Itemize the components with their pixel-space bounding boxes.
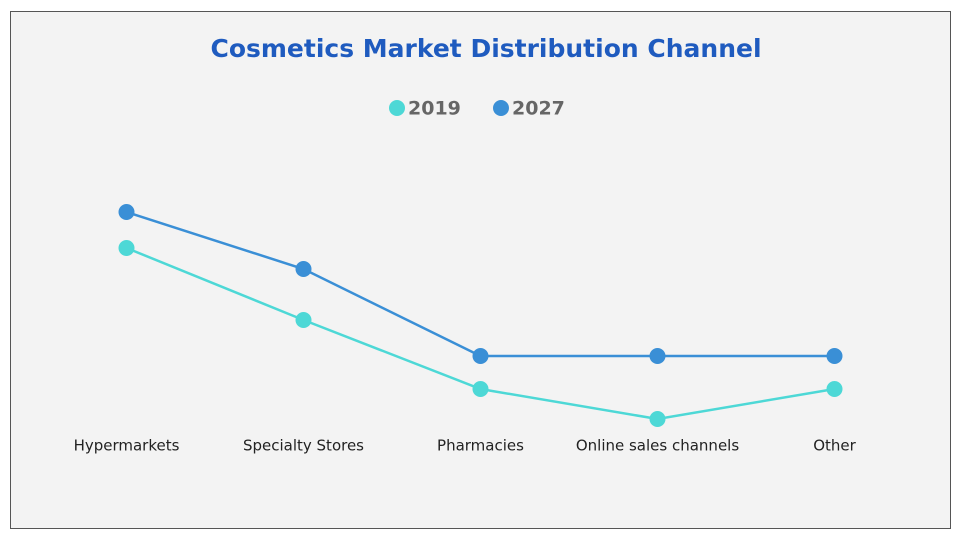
data-point — [295, 261, 312, 277]
data-point — [118, 240, 135, 256]
legend-marker — [389, 100, 405, 116]
x-tick-label: Specialty Stores — [243, 437, 364, 455]
data-point — [472, 381, 489, 397]
data-point — [826, 348, 843, 364]
legend-marker — [493, 100, 509, 116]
legend-label: 2019 — [408, 98, 461, 120]
data-point — [295, 312, 312, 328]
data-point — [826, 381, 843, 397]
data-point — [118, 204, 135, 220]
chart-title: Cosmetics Market Distribution Channel — [210, 34, 761, 63]
data-point — [649, 411, 666, 427]
x-tick-label: Online sales channels — [576, 437, 739, 455]
chart-frame — [10, 11, 951, 529]
data-point — [649, 348, 666, 364]
data-point — [472, 348, 489, 364]
x-tick-label: Pharmacies — [437, 437, 524, 455]
x-tick-label: Other — [813, 437, 856, 455]
x-tick-label: Hypermarkets — [74, 437, 180, 455]
legend-label: 2027 — [512, 98, 565, 120]
